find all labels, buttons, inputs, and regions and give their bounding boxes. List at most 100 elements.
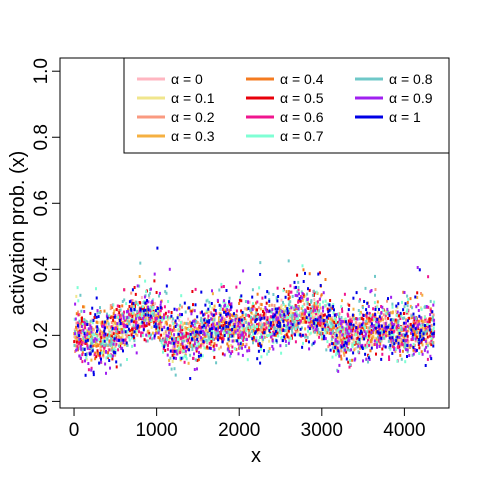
data-point (249, 309, 252, 312)
data-point (211, 325, 214, 328)
data-point (364, 334, 367, 338)
data-point (310, 307, 312, 311)
data-point (363, 337, 366, 341)
data-point (87, 335, 90, 338)
data-point (355, 326, 358, 329)
data-point (303, 316, 306, 320)
data-point (210, 347, 212, 350)
data-point (308, 340, 310, 344)
data-point (280, 298, 283, 302)
data-point (168, 336, 171, 339)
data-point (341, 342, 344, 346)
data-point (92, 370, 95, 374)
data-point (409, 304, 412, 308)
data-point (331, 306, 334, 310)
data-point (263, 331, 266, 335)
data-point (84, 319, 87, 322)
data-point (139, 301, 142, 305)
data-point (237, 321, 240, 325)
data-point (355, 291, 358, 295)
data-point (380, 305, 383, 308)
data-point (83, 341, 86, 345)
data-point (262, 313, 265, 317)
legend-label: α = 0 (171, 71, 203, 87)
data-point (416, 325, 419, 329)
data-point (148, 322, 151, 326)
data-point (403, 305, 406, 309)
data-point (158, 326, 161, 330)
legend-label: α = 0.5 (280, 90, 324, 106)
data-point (390, 295, 393, 299)
data-point (374, 288, 377, 291)
data-point (407, 298, 410, 301)
data-point (237, 327, 240, 331)
data-point (140, 324, 143, 328)
data-point (73, 317, 76, 321)
data-point (81, 351, 84, 355)
data-point (393, 323, 396, 327)
data-point (339, 330, 342, 334)
data-point (219, 332, 222, 336)
data-point (224, 310, 227, 314)
data-point (231, 339, 234, 343)
data-point (236, 317, 238, 320)
data-point (297, 280, 300, 284)
data-point (354, 331, 357, 335)
data-point (157, 331, 160, 335)
data-point (171, 328, 174, 332)
data-point (221, 340, 224, 344)
data-point (397, 302, 400, 306)
data-point (308, 318, 310, 322)
data-point (379, 329, 382, 333)
data-point (162, 347, 165, 351)
data-point (284, 309, 287, 313)
data-point (414, 334, 417, 338)
data-point (257, 339, 260, 343)
data-point (202, 329, 205, 333)
data-point (164, 330, 167, 334)
data-point (103, 309, 106, 313)
data-point (386, 334, 389, 337)
data-point (106, 319, 109, 323)
data-point (382, 308, 385, 312)
data-point (398, 331, 401, 335)
data-point (338, 315, 340, 319)
data-point (156, 310, 159, 314)
data-point (196, 330, 199, 334)
data-point (346, 331, 349, 334)
data-point (223, 310, 226, 314)
data-point (196, 344, 199, 348)
data-point (319, 284, 322, 287)
data-point (110, 333, 113, 337)
data-point (117, 309, 120, 312)
data-point (172, 341, 175, 345)
data-point (99, 345, 102, 349)
data-point (163, 345, 166, 349)
data-point (145, 290, 147, 294)
data-point (420, 350, 423, 354)
data-point (125, 323, 128, 327)
data-point (204, 321, 207, 325)
data-point (404, 360, 407, 364)
data-point (199, 322, 202, 326)
legend-label: α = 0.8 (389, 71, 433, 87)
data-point (304, 294, 307, 298)
data-point (129, 307, 132, 311)
data-point (87, 327, 90, 331)
data-point (312, 289, 315, 293)
data-point (353, 325, 356, 329)
data-point (241, 320, 244, 324)
data-point (225, 330, 228, 334)
data-point (331, 323, 334, 327)
data-point (144, 301, 147, 305)
data-point (242, 338, 245, 342)
data-point (85, 352, 88, 356)
data-point (340, 316, 343, 319)
data-point (295, 317, 298, 321)
data-point (97, 344, 100, 348)
data-point (213, 355, 216, 359)
data-point (178, 342, 181, 346)
data-point (140, 334, 142, 338)
data-point (168, 316, 171, 320)
data-point (153, 272, 156, 276)
